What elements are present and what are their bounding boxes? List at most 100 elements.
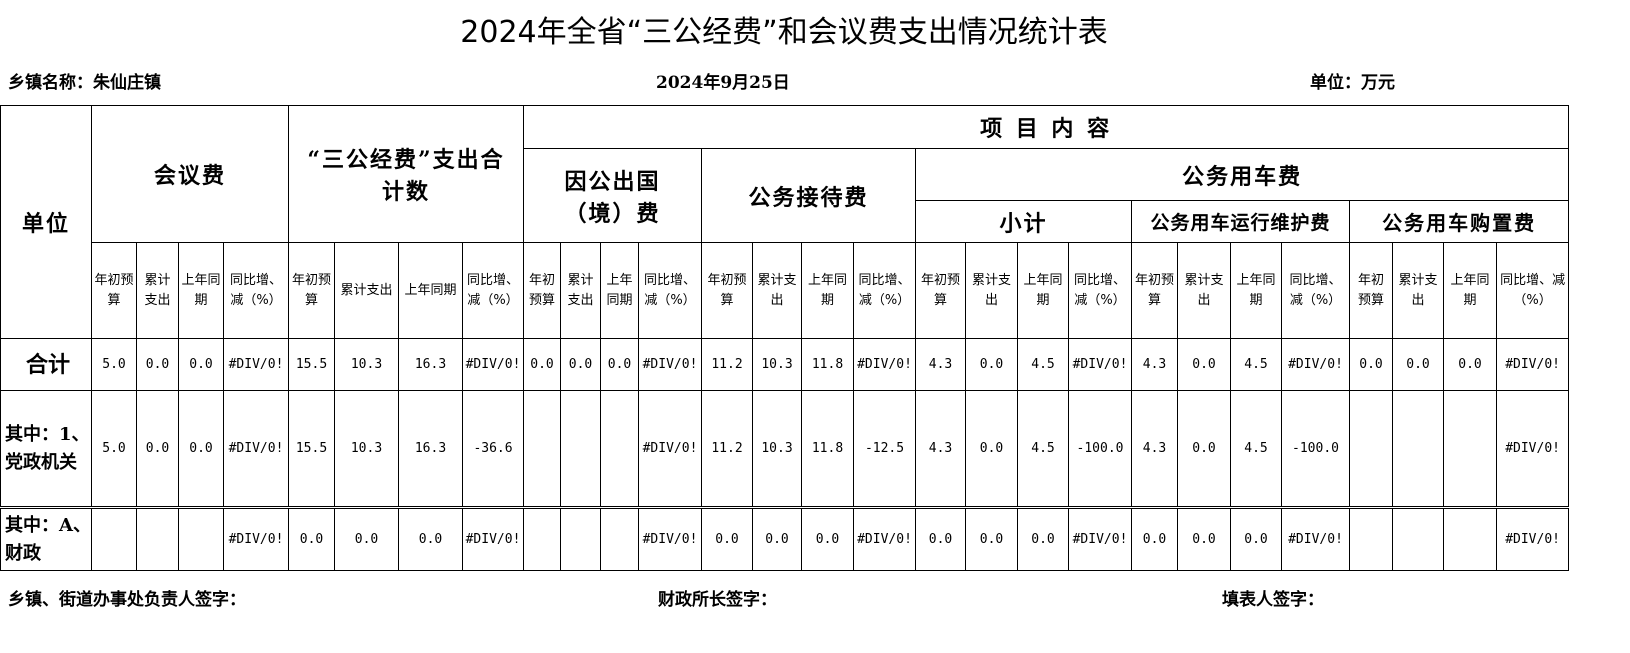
data-cell[interactable]	[1443, 390, 1498, 508]
data-cell[interactable]: 0.0	[965, 506, 1019, 571]
data-cell[interactable]: 0.0	[288, 506, 336, 571]
data-cell[interactable]: #DIV/0!	[462, 338, 525, 391]
unit-label: 单位：万元	[1310, 73, 1395, 93]
data-cell[interactable]: 15.5	[288, 338, 336, 391]
data-cell[interactable]: -36.6	[462, 390, 525, 508]
data-cell[interactable]: #DIV/0!	[222, 338, 290, 391]
data-cell[interactable]: 0.0	[178, 338, 224, 391]
data-cell[interactable]: 11.2	[701, 390, 754, 508]
data-cell[interactable]: 0.0	[334, 506, 400, 571]
data-cell[interactable]	[600, 390, 640, 508]
data-cell[interactable]	[523, 390, 562, 508]
data-cell[interactable]	[1392, 506, 1445, 571]
data-cell[interactable]: #DIV/0!	[222, 390, 290, 508]
data-cell[interactable]: 4.3	[915, 390, 967, 508]
data-cell[interactable]: #DIV/0!	[638, 338, 703, 391]
data-cell[interactable]: 15.5	[288, 390, 336, 508]
data-cell[interactable]: 0.0	[701, 506, 754, 571]
data-cell[interactable]	[91, 506, 137, 571]
data-cell[interactable]: -12.5	[853, 390, 917, 508]
subheader-cell: 同比增、减（%）	[638, 242, 703, 339]
data-cell[interactable]: 0.0	[915, 506, 967, 571]
data-cell[interactable]: 16.3	[398, 338, 464, 391]
subheader-cell: 同比增、减（%）	[222, 242, 290, 339]
data-cell[interactable]: 0.0	[1017, 506, 1070, 571]
data-cell[interactable]	[1349, 506, 1394, 571]
data-cell[interactable]: 0.0	[600, 338, 640, 391]
data-cell[interactable]: 10.3	[752, 390, 803, 508]
data-cell[interactable]: 0.0	[752, 506, 803, 571]
data-cell[interactable]: 0.0	[398, 506, 464, 571]
data-cell[interactable]: 5.0	[91, 338, 137, 391]
subheader-cell: 累计支出	[1177, 242, 1232, 339]
data-cell[interactable]: #DIV/0!	[1068, 338, 1133, 391]
data-cell[interactable]: 4.3	[1131, 338, 1179, 391]
subheader-cell: 上年同期	[801, 242, 855, 339]
data-cell[interactable]: 0.0	[1177, 338, 1232, 391]
data-cell[interactable]: 10.3	[752, 338, 803, 391]
data-cell[interactable]: 0.0	[178, 390, 224, 508]
data-cell[interactable]: 0.0	[560, 338, 602, 391]
data-cell[interactable]	[178, 506, 224, 571]
subheader-cell: 累计支出	[1392, 242, 1445, 339]
data-cell[interactable]	[600, 506, 640, 571]
data-cell[interactable]: #DIV/0!	[1496, 338, 1570, 391]
data-cell[interactable]: 4.5	[1230, 338, 1283, 391]
header-unit: 单位	[0, 105, 92, 339]
header-vehicle: 公务用车费	[915, 148, 1570, 201]
header-meeting: 会议费	[90, 105, 290, 243]
data-cell[interactable]: 4.5	[1230, 390, 1283, 508]
data-cell[interactable]: #DIV/0!	[638, 506, 703, 571]
data-cell[interactable]	[560, 390, 602, 508]
data-cell[interactable]: 0.0	[1392, 338, 1445, 391]
data-cell[interactable]: #DIV/0!	[1281, 506, 1351, 571]
data-cell[interactable]: 10.3	[334, 390, 400, 508]
data-cell[interactable]: 4.3	[915, 338, 967, 391]
data-cell[interactable]: #DIV/0!	[853, 506, 917, 571]
data-cell[interactable]: 5.0	[91, 390, 137, 508]
data-cell[interactable]: 0.0	[523, 338, 562, 391]
table-row: 其中：A、财政 #DIV/0! 0.0 0.0 0.0 #DIV/0! #DIV/0! 0.0…	[0, 506, 1570, 571]
data-cell[interactable]: 0.0	[1230, 506, 1283, 571]
data-cell[interactable]	[1392, 390, 1445, 508]
data-cell[interactable]: 0.0	[1443, 338, 1498, 391]
data-cell[interactable]: -100.0	[1068, 390, 1133, 508]
data-cell[interactable]: 0.0	[1131, 506, 1179, 571]
data-cell[interactable]: #DIV/0!	[1281, 338, 1351, 391]
data-cell[interactable]: #DIV/0!	[1496, 390, 1570, 508]
data-cell[interactable]: #DIV/0!	[853, 338, 917, 391]
data-cell[interactable]: 0.0	[1349, 338, 1394, 391]
data-cell[interactable]: 11.8	[801, 338, 855, 391]
data-cell[interactable]: 11.2	[701, 338, 754, 391]
data-cell[interactable]: 16.3	[398, 390, 464, 508]
subheader-cell: 上年同期	[600, 242, 640, 339]
subheader-cell: 上年同期	[1017, 242, 1070, 339]
data-cell[interactable]	[1443, 506, 1498, 571]
data-cell[interactable]: 0.0	[801, 506, 855, 571]
data-cell[interactable]: 10.3	[334, 338, 400, 391]
data-cell[interactable]: 4.5	[1017, 338, 1070, 391]
subheader-cell: 年初预算	[701, 242, 754, 339]
data-cell[interactable]: #DIV/0!	[1496, 506, 1570, 571]
data-cell[interactable]: 0.0	[965, 338, 1019, 391]
data-cell[interactable]	[523, 506, 562, 571]
data-cell[interactable]: 0.0	[136, 390, 179, 508]
subheader-cell: 累计支出	[334, 242, 400, 339]
row-label: 其中：A、财政	[0, 506, 92, 571]
data-cell[interactable]: 0.0	[1177, 506, 1232, 571]
data-cell[interactable]: 0.0	[965, 390, 1019, 508]
data-cell[interactable]	[560, 506, 602, 571]
data-cell[interactable]: 4.3	[1131, 390, 1179, 508]
data-cell[interactable]: 4.5	[1017, 390, 1070, 508]
data-cell[interactable]: #DIV/0!	[1068, 506, 1133, 571]
data-cell[interactable]: #DIV/0!	[638, 390, 703, 508]
data-cell[interactable]: 0.0	[136, 338, 179, 391]
subheader-cell: 上年同期	[178, 242, 224, 339]
data-cell[interactable]: 0.0	[1177, 390, 1232, 508]
data-cell[interactable]: #DIV/0!	[462, 506, 525, 571]
data-cell[interactable]: 11.8	[801, 390, 855, 508]
data-cell[interactable]: #DIV/0!	[222, 506, 290, 571]
data-cell[interactable]: -100.0	[1281, 390, 1351, 508]
data-cell[interactable]	[1349, 390, 1394, 508]
data-cell[interactable]	[136, 506, 179, 571]
